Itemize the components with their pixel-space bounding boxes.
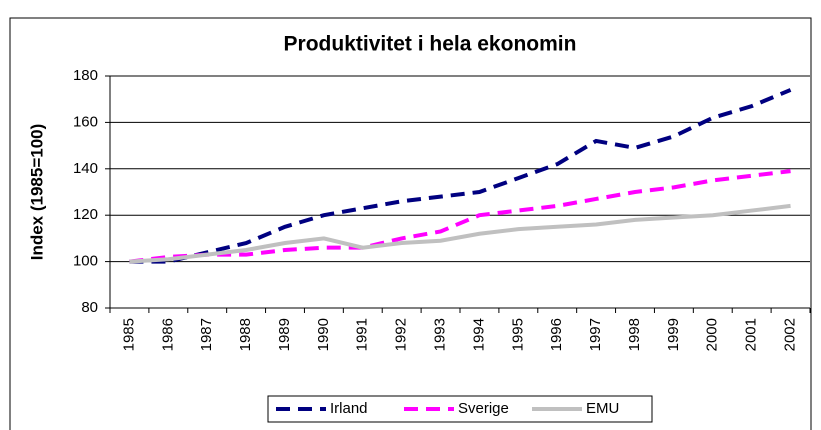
y-tick-label: 160 [73,113,98,130]
x-tick-label: 1999 [665,318,682,351]
series-line [129,169,791,264]
x-tick-label: 2002 [782,318,799,351]
y-tick-label: 140 [73,160,98,177]
x-tick-label: 1989 [276,318,293,351]
x-tick-label: 1990 [315,318,332,351]
x-tick-label: 1997 [587,318,604,351]
x-tick-label: 1996 [548,318,565,351]
x-tick-label: 2001 [743,318,760,351]
x-tick-label: 1985 [120,318,137,351]
chart-title: Produktivitet i hela ekonomin [284,33,577,56]
x-tick-label: 1995 [509,318,526,351]
x-tick-label: 1988 [237,318,254,351]
y-tick-label: 120 [73,206,98,223]
x-tick-label: 1993 [432,318,449,351]
x-tick-label: 1998 [626,318,643,351]
legend-label: Irland [330,400,368,417]
x-tick-label: 2000 [704,318,721,351]
legend-label: EMU [586,400,619,417]
x-tick-label: 1991 [354,318,371,351]
y-tick-label: 100 [73,253,98,270]
x-tick-label: 1986 [159,318,176,351]
chart-frame [9,17,812,430]
x-tick-label: 1987 [198,318,215,351]
legend-label: Sverige [458,400,509,417]
y-axis-label: Index (1985=100) [27,124,46,261]
x-tick-label: 1994 [470,318,487,351]
x-tick-label: 1992 [393,318,410,351]
series-line [129,203,791,264]
y-tick-label: 80 [81,299,98,316]
series-line [129,88,792,264]
legend-frame [267,395,653,423]
y-tick-label: 180 [73,67,98,84]
